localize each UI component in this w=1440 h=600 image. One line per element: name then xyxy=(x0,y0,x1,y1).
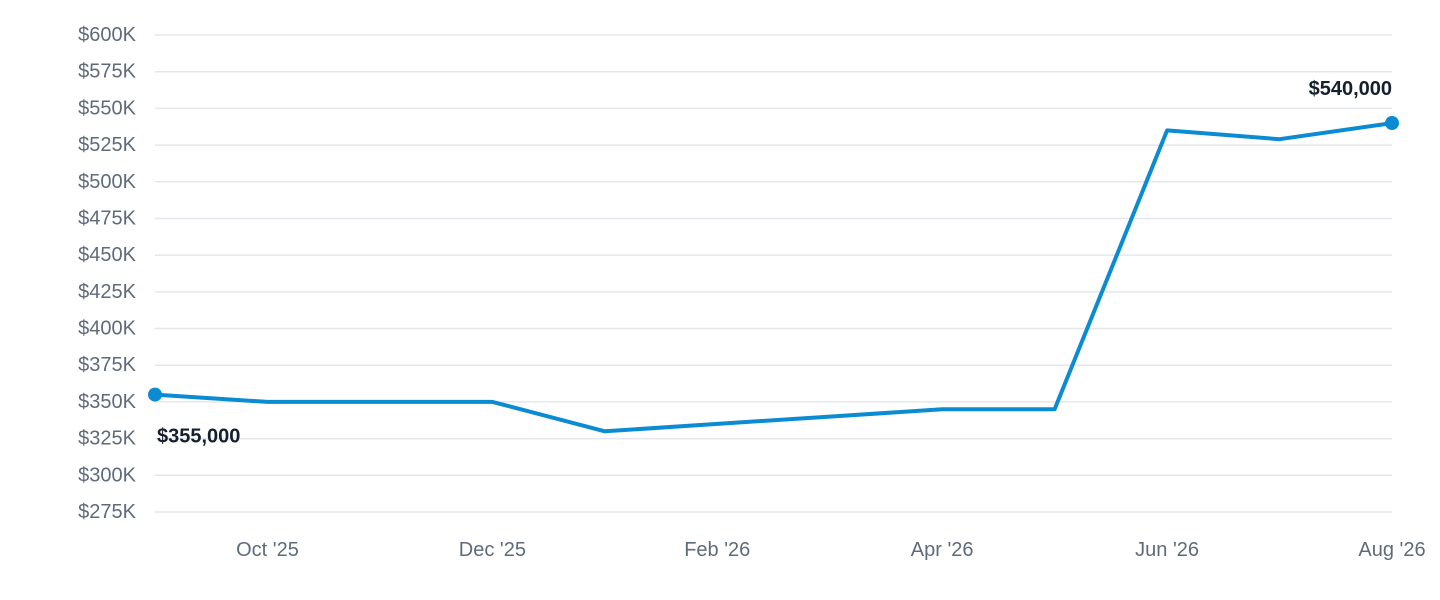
endpoint-marker[interactable] xyxy=(1385,116,1399,131)
x-axis: Oct '25 Dec '25 Feb '26 Apr '26 Jun '26 Aug '… xyxy=(236,539,1426,561)
series-layer xyxy=(153,121,1394,434)
y-tick-label: $400K xyxy=(78,318,136,340)
gridlines xyxy=(155,34,1392,513)
endpoint-marker[interactable] xyxy=(148,387,162,402)
price-series-line xyxy=(153,121,1394,434)
y-tick-label: $550K xyxy=(78,97,136,119)
y-tick-label: $275K xyxy=(78,501,136,523)
x-tick-label: Aug '26 xyxy=(1358,539,1425,561)
y-tick-label: $425K xyxy=(78,281,136,303)
y-tick-label: $525K xyxy=(78,134,136,156)
x-tick-label: Feb '26 xyxy=(684,539,750,561)
x-tick-label: Jun '26 xyxy=(1135,539,1199,561)
y-tick-label: $600K xyxy=(78,24,136,46)
y-axis: $600K $575K $550K $525K $500K $475K $450K $425K… xyxy=(78,24,136,523)
y-tick-label: $300K xyxy=(78,464,136,486)
x-tick-label: Dec '25 xyxy=(459,539,526,561)
annotations: $355,000 $540,000 xyxy=(148,78,1399,448)
y-tick-label: $450K xyxy=(78,244,136,266)
data-value-label: $355,000 xyxy=(157,426,240,448)
y-tick-label: $350K xyxy=(78,391,136,413)
x-tick-label: Oct '25 xyxy=(236,539,299,561)
y-tick-label: $575K xyxy=(78,61,136,83)
y-tick-label: $500K xyxy=(78,171,136,193)
x-tick-label: Apr '26 xyxy=(911,539,974,561)
y-tick-label: $375K xyxy=(78,354,136,376)
data-value-label: $540,000 xyxy=(1309,78,1392,100)
y-tick-label: $475K xyxy=(78,207,136,229)
y-tick-label: $325K xyxy=(78,428,136,450)
